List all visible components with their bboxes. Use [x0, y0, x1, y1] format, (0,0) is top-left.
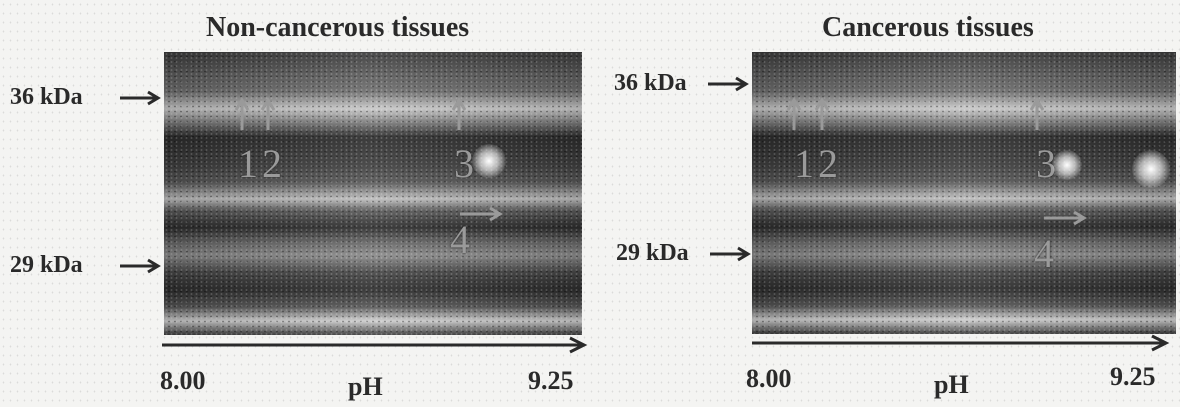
mw-arrow-29kda [710, 246, 751, 262]
spot-label-4: 4 [450, 217, 470, 262]
spot-highlight [472, 144, 506, 178]
ph-axis-arrow [752, 334, 1170, 352]
spot-arrow-3 [1029, 97, 1045, 130]
ph-axis-arrow [162, 336, 588, 354]
spot-arrow-4 [460, 206, 503, 222]
ph-start-tick: 8.00 [746, 364, 792, 393]
spot-arrows-1-2 [786, 97, 830, 130]
spot-label-2: 2 [818, 141, 838, 186]
spot-highlight [1132, 150, 1170, 188]
mw-marker-36kda: 36 kDa [614, 70, 687, 96]
gel-image [752, 52, 1176, 334]
spot-arrows-1-2 [234, 97, 276, 130]
ph-end-tick: 9.25 [528, 366, 574, 395]
panel-title: Non-cancerous tissues [206, 12, 470, 43]
spot-arrow-3 [451, 97, 467, 130]
spot-label-3: 3 [454, 141, 474, 186]
spot-label-2: 2 [262, 141, 282, 186]
gel-image [164, 52, 582, 335]
mw-marker-29kda: 29 kDa [10, 252, 83, 278]
spot-label-4: 4 [1034, 231, 1054, 276]
spot-label-1: 1 [238, 141, 258, 186]
mw-arrow-29kda [120, 258, 161, 274]
ph-start-tick: 8.00 [160, 366, 206, 395]
spot-highlight [1052, 150, 1082, 180]
spot-arrow-4 [1044, 210, 1087, 226]
spot-label-3: 3 [1036, 141, 1056, 186]
spot-label-1: 1 [794, 141, 814, 186]
panel-title: Cancerous tissues [822, 12, 1034, 43]
mw-arrow-36kda [708, 76, 749, 92]
ph-axis-label: pH [348, 372, 383, 401]
mw-marker-36kda: 36 kDa [10, 84, 83, 110]
mw-marker-29kda: 29 kDa [616, 240, 689, 266]
ph-axis-label: pH [934, 370, 969, 399]
mw-arrow-36kda [120, 90, 161, 106]
ph-end-tick: 9.25 [1110, 362, 1156, 391]
